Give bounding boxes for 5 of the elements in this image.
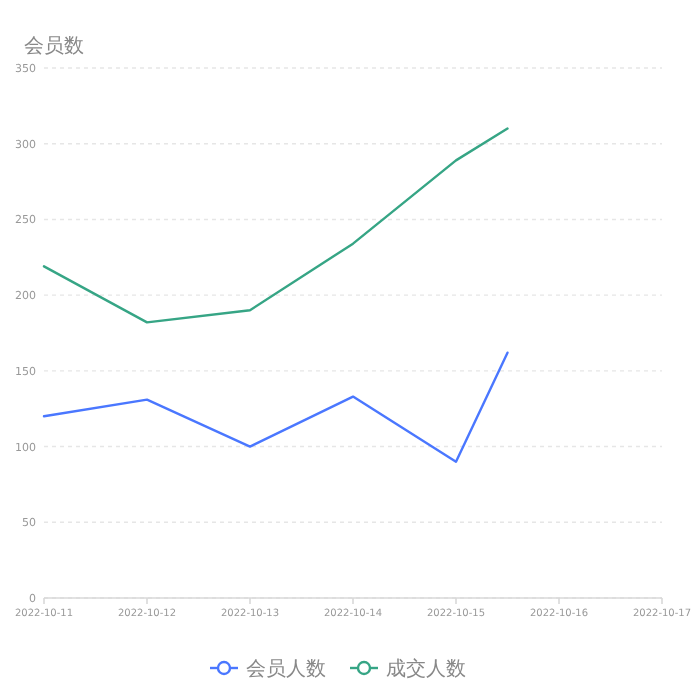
line-series [42, 127, 509, 324]
y-axis-title: 会员数 [24, 34, 84, 58]
legend-label: 成交人数 [386, 657, 466, 681]
line-series [42, 351, 509, 463]
legend-label: 会员人数 [246, 657, 326, 681]
